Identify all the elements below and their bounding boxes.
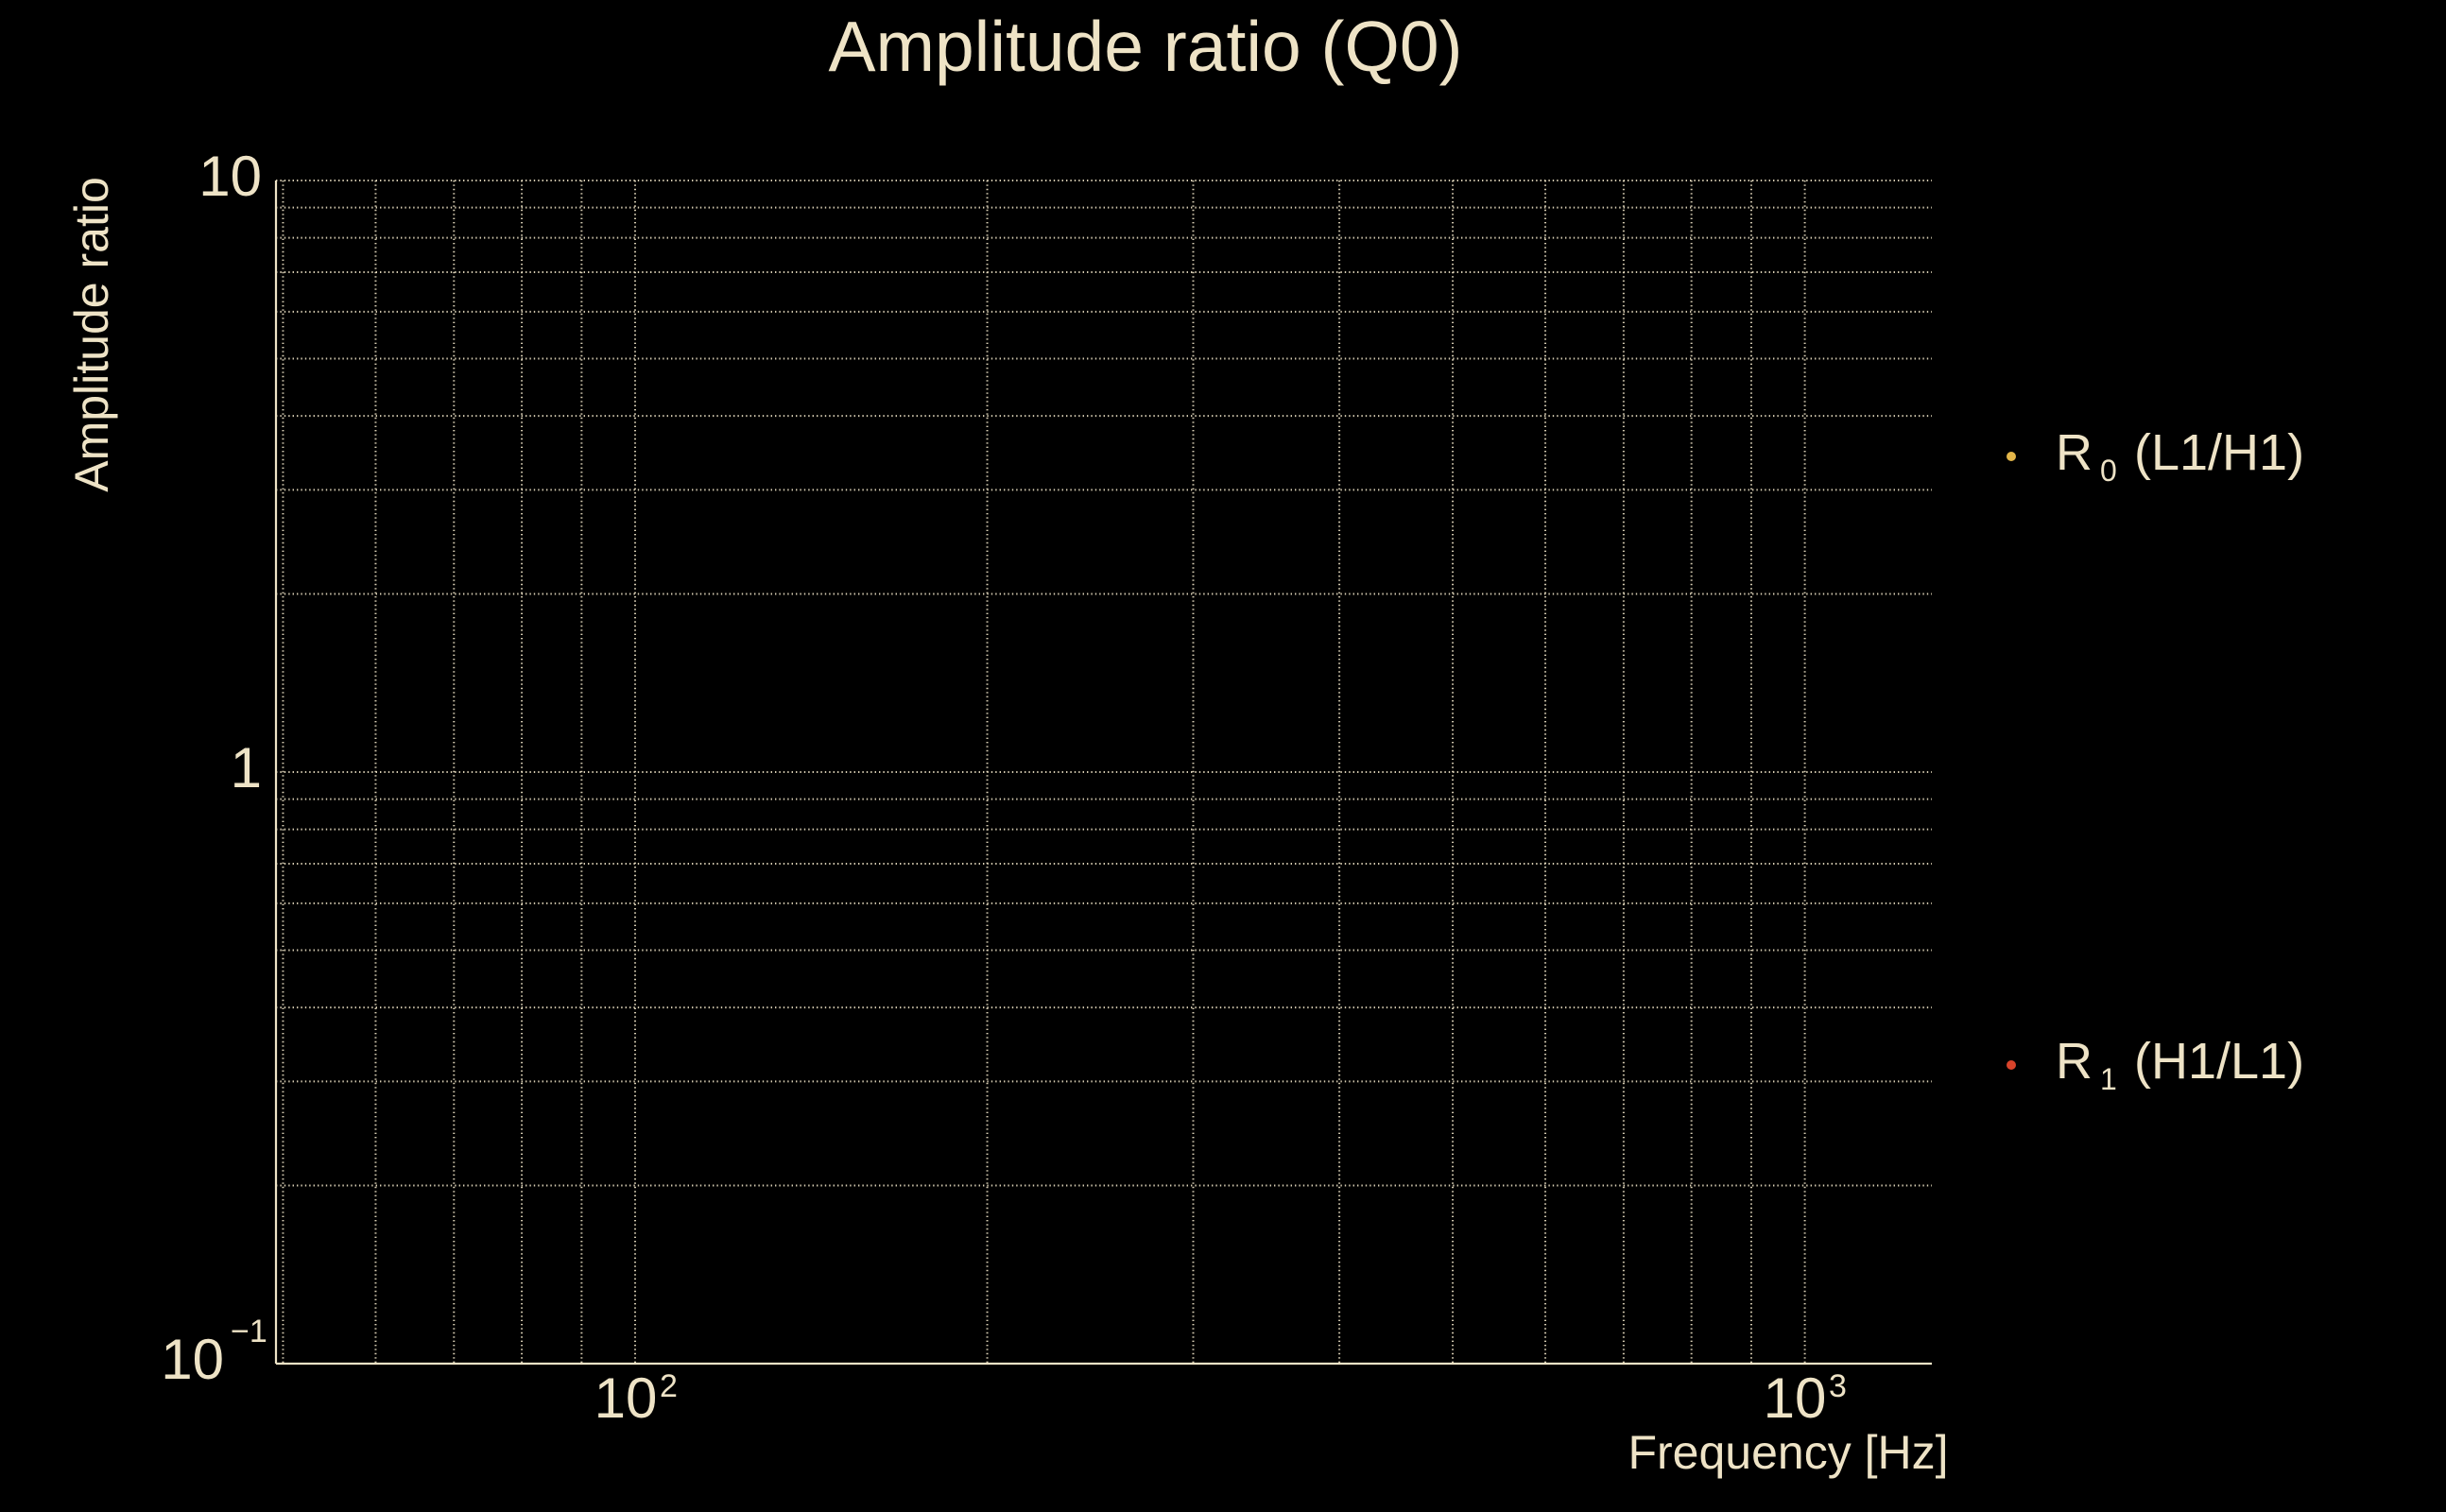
svg-text:Amplitude ratio (Q0): Amplitude ratio (Q0) bbox=[828, 7, 1462, 86]
svg-text:3: 3 bbox=[1829, 1368, 1847, 1404]
svg-text:10: 10 bbox=[1764, 1366, 1827, 1430]
svg-text:−1: −1 bbox=[231, 1314, 267, 1349]
svg-text:10: 10 bbox=[594, 1366, 658, 1430]
svg-text:10: 10 bbox=[198, 145, 262, 208]
svg-text:R: R bbox=[2056, 424, 2093, 481]
svg-text:1: 1 bbox=[2100, 1062, 2117, 1096]
svg-text:Amplitude ratio: Amplitude ratio bbox=[65, 177, 118, 492]
svg-text:Frequency [Hz]: Frequency [Hz] bbox=[1628, 1426, 1948, 1479]
svg-text:10: 10 bbox=[161, 1328, 224, 1391]
svg-text:2: 2 bbox=[660, 1368, 678, 1404]
svg-text:0: 0 bbox=[2100, 454, 2117, 488]
svg-text:1: 1 bbox=[231, 736, 262, 799]
svg-text:(L1/H1): (L1/H1) bbox=[2134, 424, 2304, 481]
svg-text:R: R bbox=[2056, 1033, 2093, 1090]
svg-text:(H1/L1): (H1/L1) bbox=[2134, 1033, 2304, 1090]
